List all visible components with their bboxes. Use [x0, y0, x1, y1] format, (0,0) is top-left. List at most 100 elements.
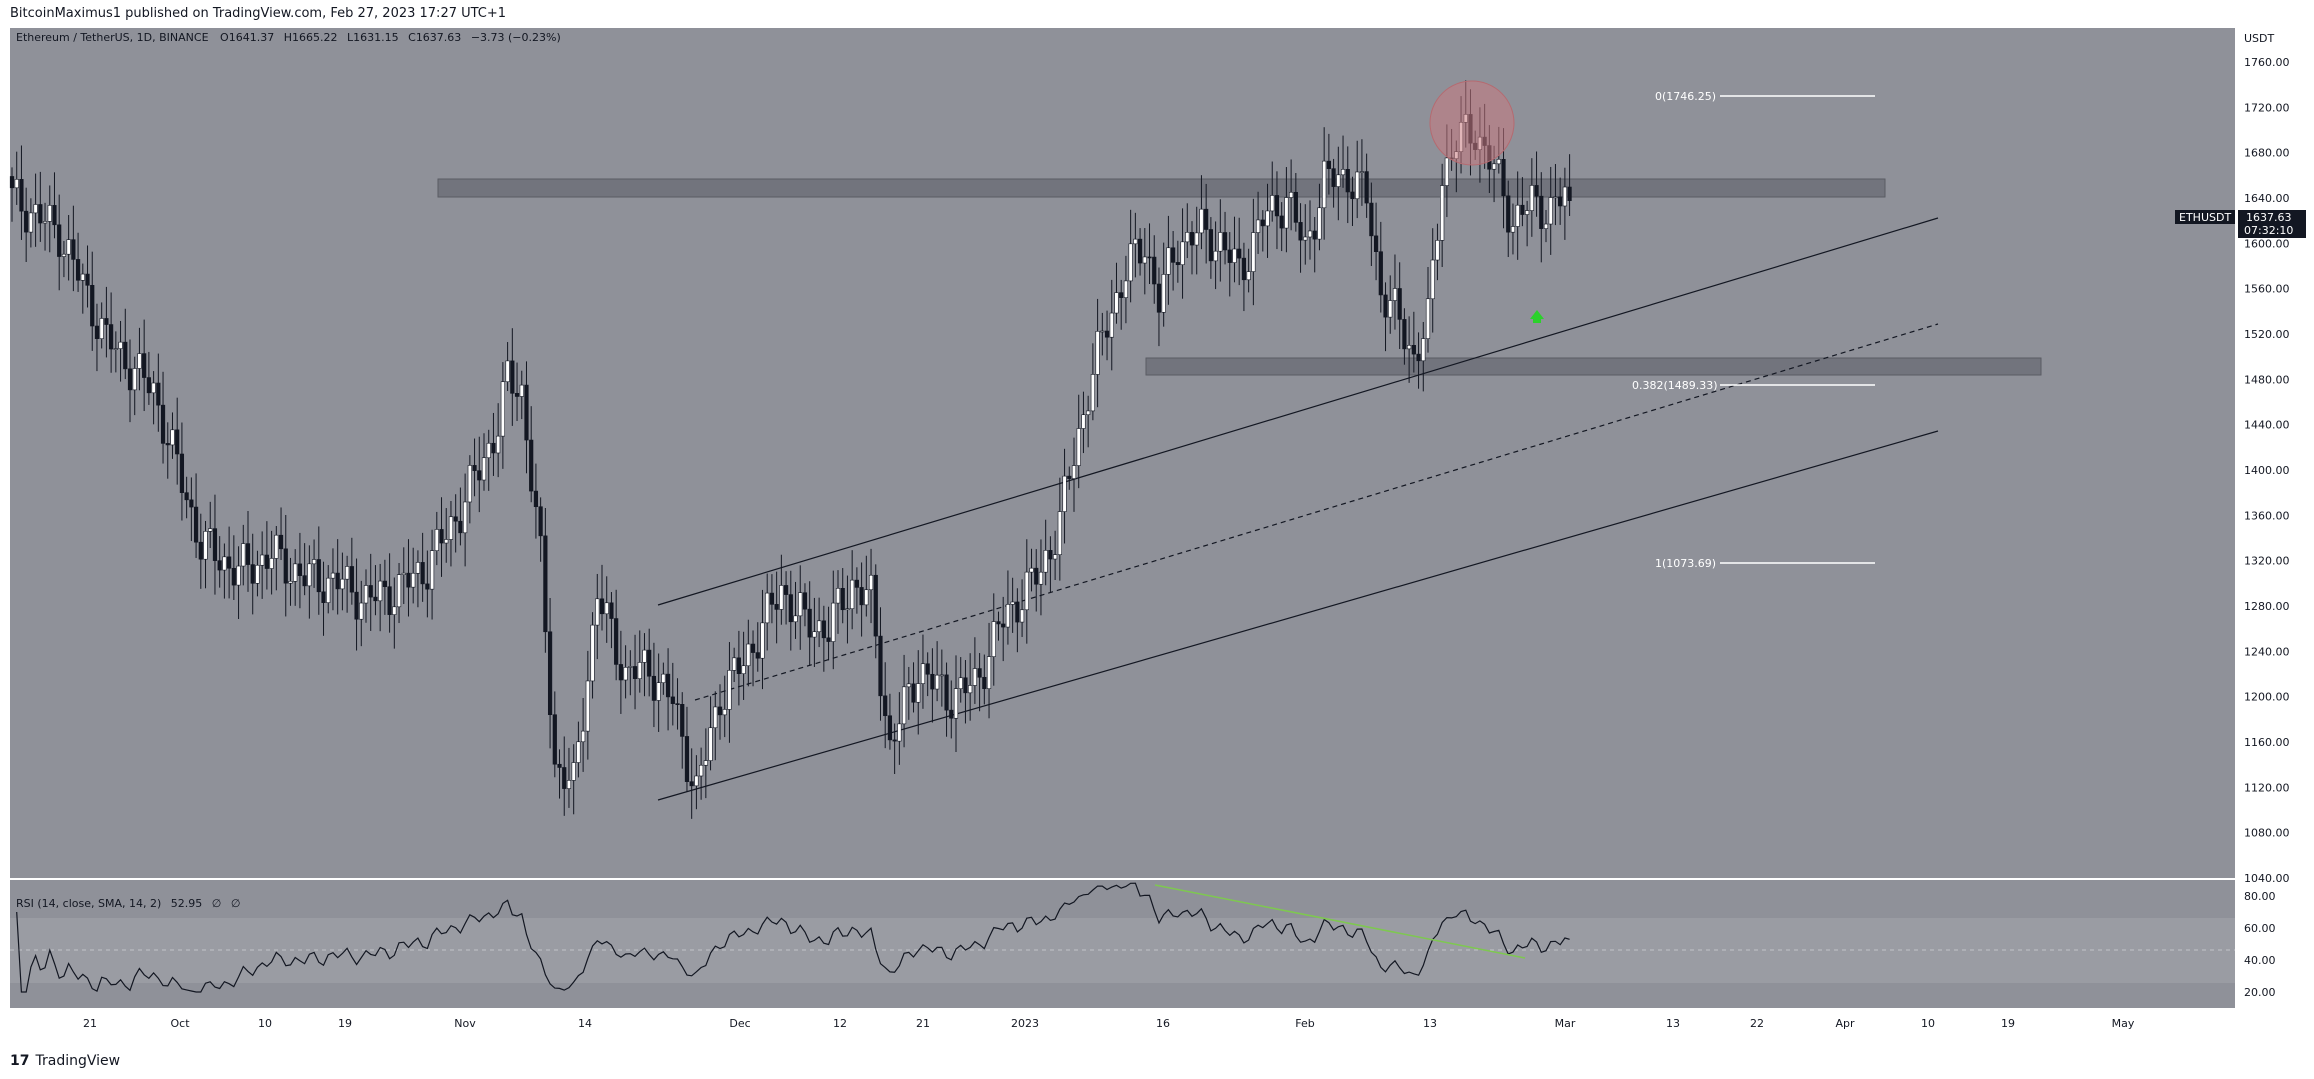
candle-down[interactable] [1411, 345, 1416, 355]
candle-down[interactable] [160, 404, 166, 444]
candle-down[interactable] [1137, 238, 1143, 264]
candle-down[interactable] [821, 620, 826, 639]
candle-down[interactable] [614, 618, 619, 665]
candle-up[interactable] [444, 539, 449, 544]
candle-up[interactable] [1005, 604, 1011, 628]
candle-down[interactable] [769, 592, 775, 605]
candle-down[interactable] [198, 541, 203, 560]
candle-down[interactable] [38, 204, 43, 224]
candle-up[interactable] [293, 563, 298, 582]
candle-up[interactable] [429, 550, 435, 590]
rejection-circle[interactable] [1429, 80, 1515, 166]
candle-down[interactable] [543, 535, 548, 633]
candle-down[interactable] [1175, 262, 1180, 266]
candle-up[interactable] [694, 775, 699, 787]
candle-down[interactable] [52, 205, 57, 226]
candle-up[interactable] [1265, 210, 1270, 227]
candle-down[interactable] [930, 673, 935, 690]
candle-down[interactable] [193, 506, 199, 543]
candle-up[interactable] [1180, 241, 1185, 266]
candle-up[interactable] [1142, 256, 1147, 264]
candle-up[interactable] [486, 442, 491, 459]
candle-up[interactable] [113, 348, 118, 350]
candle-up[interactable] [1038, 571, 1044, 585]
candle-down[interactable] [1279, 215, 1284, 229]
candle-up[interactable] [968, 685, 973, 694]
candle-up[interactable] [585, 680, 590, 732]
candle-down[interactable] [439, 529, 444, 544]
candle-up[interactable] [703, 760, 708, 766]
candle-down[interactable] [1539, 195, 1544, 229]
candle-down[interactable] [1331, 168, 1336, 187]
candle-down[interactable] [1156, 283, 1162, 313]
candle-up[interactable] [741, 665, 746, 675]
candle-down[interactable] [1260, 219, 1265, 227]
candle-up[interactable] [1336, 174, 1341, 187]
candle-down[interactable] [859, 587, 864, 606]
candle-up[interactable] [1322, 160, 1327, 209]
candle-down[interactable] [109, 324, 114, 350]
candle-up[interactable] [47, 205, 52, 222]
candle-up[interactable] [1548, 197, 1553, 225]
candle-up[interactable] [378, 580, 383, 602]
candle-down[interactable] [458, 520, 463, 534]
candle-up[interactable] [920, 663, 926, 684]
candle-down[interactable] [382, 580, 387, 588]
candle-up[interactable] [986, 656, 992, 689]
candle-up[interactable] [467, 465, 472, 503]
candle-down[interactable] [278, 534, 284, 550]
rsi-divergence-line[interactable] [1154, 884, 1526, 959]
candle-up[interactable] [1114, 292, 1119, 314]
candle-up[interactable] [1440, 185, 1445, 241]
candle-down[interactable] [524, 384, 529, 441]
candle-up[interactable] [1421, 338, 1426, 362]
candle-down[interactable] [227, 556, 232, 569]
candle-down[interactable] [510, 360, 515, 394]
chart-svg[interactable]: 0(1746.25) 0.382(1489.33) 1(1073.69) Eth… [0, 28, 2314, 1058]
candle-down[interactable] [1222, 232, 1228, 251]
candle-up[interactable] [241, 543, 246, 567]
candle-down[interactable] [335, 572, 340, 590]
candle-up[interactable] [170, 429, 175, 446]
candle-up[interactable] [661, 673, 666, 683]
price-axis[interactable] [2235, 28, 2314, 1058]
candle-up[interactable] [1246, 271, 1251, 281]
candle-up[interactable] [722, 709, 727, 716]
candle-down[interactable] [840, 588, 845, 611]
candle-down[interactable] [783, 585, 789, 595]
candle-up[interactable] [307, 563, 312, 587]
candle-up[interactable] [1194, 232, 1199, 246]
candle-up[interactable] [897, 723, 902, 742]
candle-down[interactable] [123, 341, 128, 370]
candle-down[interactable] [873, 574, 878, 637]
candle-down[interactable] [1274, 195, 1280, 217]
candle-down[interactable] [1048, 550, 1053, 560]
candle-up[interactable] [396, 574, 402, 608]
candle-up[interactable] [604, 602, 609, 615]
candle-down[interactable] [165, 443, 170, 446]
candle-down[interactable] [675, 703, 680, 705]
candle-up[interactable] [1109, 312, 1114, 338]
candle-up[interactable] [1166, 247, 1171, 275]
support-zone[interactable] [1145, 357, 2042, 376]
candle-up[interactable] [42, 221, 48, 224]
candle-down[interactable] [250, 564, 255, 584]
candle-up[interactable] [1270, 195, 1275, 212]
candle-up[interactable] [415, 562, 421, 574]
candle-down[interactable] [491, 442, 496, 454]
candle-up[interactable] [137, 353, 142, 369]
candle-down[interactable] [297, 563, 303, 576]
candle-up[interactable] [80, 273, 85, 281]
candle-down[interactable] [1208, 229, 1213, 262]
candle-down[interactable] [1227, 249, 1232, 263]
candle-down[interactable] [609, 602, 614, 619]
time-axis[interactable] [10, 1009, 2235, 1039]
resistance-zone[interactable] [437, 178, 1886, 198]
candle-up[interactable] [1255, 219, 1261, 233]
candle-up[interactable] [151, 382, 156, 394]
candle-up[interactable] [1251, 232, 1256, 272]
candle-down[interactable] [557, 763, 562, 768]
candle-down[interactable] [1369, 202, 1374, 237]
candle-down[interactable] [547, 631, 553, 716]
candle-down[interactable] [1345, 169, 1350, 193]
